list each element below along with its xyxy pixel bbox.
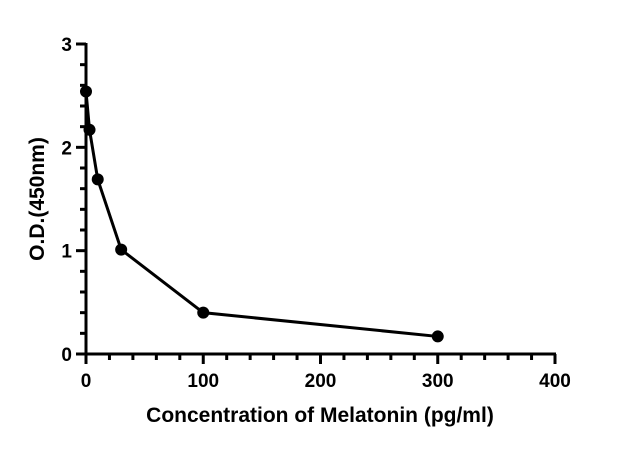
data-point — [197, 306, 210, 319]
data-point — [115, 243, 128, 256]
x-tick-label: 0 — [81, 371, 92, 392]
y-tick-label: 3 — [61, 35, 72, 56]
data-point — [80, 85, 92, 98]
y-tick-label: 2 — [61, 138, 72, 159]
data-series — [80, 85, 444, 343]
x-tick-label: 300 — [422, 371, 454, 392]
data-point — [431, 330, 444, 343]
x-tick-label: 100 — [187, 371, 219, 392]
y-tick-label: 1 — [61, 242, 72, 263]
axes: 0 1 2 3 0 100 200 300 400 — [61, 35, 570, 392]
data-point — [83, 123, 96, 136]
y-axis-label: O.D.(450nm) — [26, 137, 49, 261]
data-point — [91, 173, 104, 186]
series-line — [84, 91, 438, 338]
y-tick-label: 0 — [61, 345, 72, 366]
x-tick-label: 200 — [305, 371, 337, 392]
x-axis-label: Concentration of Melatonin (pg/ml) — [146, 404, 494, 427]
x-tick-label: 400 — [539, 371, 571, 392]
